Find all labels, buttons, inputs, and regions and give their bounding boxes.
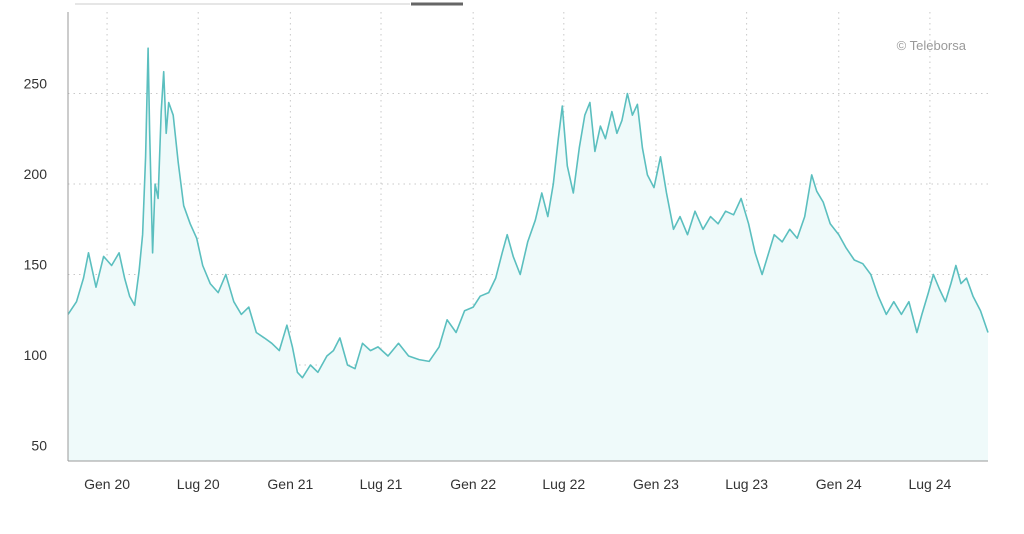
x-tick-label: Lug 20 bbox=[177, 476, 220, 492]
x-tick-label: Lug 24 bbox=[908, 476, 951, 492]
y-tick-label: 250 bbox=[24, 75, 48, 91]
x-tick-label: Gen 22 bbox=[450, 476, 496, 492]
chart-axes bbox=[67, 12, 988, 462]
watermark: © Teleborsa bbox=[897, 38, 967, 53]
y-tick-label: 200 bbox=[24, 166, 48, 182]
x-tick-label: Lug 21 bbox=[360, 476, 403, 492]
y-tick-label: 100 bbox=[24, 347, 48, 363]
y-tick-label: 150 bbox=[24, 257, 48, 273]
x-tick-label: Gen 21 bbox=[267, 476, 313, 492]
series-line bbox=[67, 47, 989, 379]
y-tick-label: 50 bbox=[31, 438, 47, 454]
x-axis-labels: Gen 20 Lug 20 Gen 21 Lug 21 Gen 22 Lug 22 Gen … bbox=[84, 476, 951, 492]
y-axis-labels: 50 100 150 200 250 bbox=[24, 75, 48, 453]
x-tick-label: Gen 23 bbox=[633, 476, 679, 492]
series-area bbox=[68, 48, 988, 461]
x-tick-label: Lug 22 bbox=[542, 476, 585, 492]
x-tick-label: Gen 20 bbox=[84, 476, 130, 492]
x-tick-label: Gen 24 bbox=[816, 476, 862, 492]
x-tick-label: Lug 23 bbox=[725, 476, 768, 492]
